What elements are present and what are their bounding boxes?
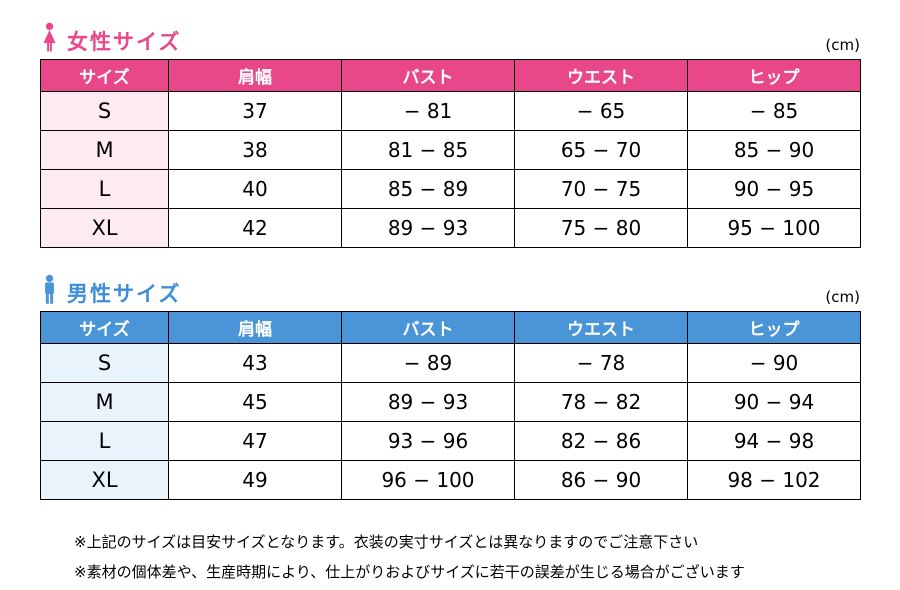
value-cell: 89 − 93	[341, 208, 515, 248]
value-cell: 93 − 96	[341, 421, 515, 461]
note-line: ※上記のサイズは目安サイズとなります。衣装の実寸サイズとは異なりますのでご注意下…	[74, 533, 699, 551]
table-row: M 45 89 − 93 78 − 82 90 − 94	[40, 382, 861, 422]
value-cell: 98 − 102	[687, 460, 861, 500]
size-cell: L	[40, 169, 169, 209]
women-section: 女性サイズ (cm) サイズ 肩幅 バスト ウエスト ヒップ S 37	[40, 22, 861, 248]
women-header-row: サイズ 肩幅 バスト ウエスト ヒップ	[40, 59, 861, 92]
unit-label: (cm)	[825, 288, 860, 306]
female-icon	[40, 22, 59, 53]
size-cell: S	[40, 343, 169, 383]
size-cell: XL	[40, 208, 169, 248]
table-row: XL 49 96 − 100 86 − 90 98 − 102	[40, 460, 861, 500]
value-cell: 70 − 75	[514, 169, 688, 209]
value-cell: 90 − 95	[687, 169, 861, 209]
male-icon	[40, 274, 59, 305]
value-cell: − 81	[341, 91, 515, 131]
size-cell: M	[40, 130, 169, 170]
women-section-header: 女性サイズ (cm)	[40, 22, 860, 53]
size-cell: M	[40, 382, 169, 422]
value-cell: 65 − 70	[514, 130, 688, 170]
column-header-shoulder: 肩幅	[168, 311, 342, 344]
column-header-size: サイズ	[40, 59, 169, 92]
value-cell: − 78	[514, 343, 688, 383]
value-cell: 95 − 100	[687, 208, 861, 248]
column-header-size: サイズ	[40, 311, 169, 344]
value-cell: 75 − 80	[514, 208, 688, 248]
value-cell: 42	[168, 208, 342, 248]
column-header-hip: ヒップ	[687, 311, 861, 344]
value-cell: − 65	[514, 91, 688, 131]
value-cell: 85 − 89	[341, 169, 515, 209]
value-cell: 49	[168, 460, 342, 500]
value-cell: 40	[168, 169, 342, 209]
men-section-header: 男性サイズ (cm)	[40, 274, 860, 305]
women-size-table: サイズ 肩幅 バスト ウエスト ヒップ S 37 − 81 − 65 − 85 …	[40, 59, 861, 248]
men-header-row: サイズ 肩幅 バスト ウエスト ヒップ	[40, 311, 861, 344]
table-row: L 40 85 − 89 70 − 75 90 − 95	[40, 169, 861, 209]
value-cell: 43	[168, 343, 342, 383]
value-cell: 86 − 90	[514, 460, 688, 500]
column-header-waist: ウエスト	[514, 59, 688, 92]
value-cell: 47	[168, 421, 342, 461]
value-cell: 37	[168, 91, 342, 131]
value-cell: 89 − 93	[341, 382, 515, 422]
men-size-table: サイズ 肩幅 バスト ウエスト ヒップ S 43 − 89 − 78 − 90 …	[40, 311, 861, 500]
value-cell: 78 − 82	[514, 382, 688, 422]
value-cell: 96 − 100	[341, 460, 515, 500]
table-row: S 37 − 81 − 65 − 85	[40, 91, 861, 131]
men-title: 男性サイズ	[67, 282, 182, 306]
note-line: ※素材の個体差や、生産時期により、仕上がりおよびサイズに若干の誤差が生じる場合が…	[74, 562, 745, 581]
women-title: 女性サイズ	[67, 30, 182, 54]
table-row: S 43 − 89 − 78 − 90	[40, 343, 861, 383]
value-cell: 82 − 86	[514, 421, 688, 461]
value-cell: 90 − 94	[687, 382, 861, 422]
size-cell: XL	[40, 460, 169, 500]
column-header-bust: バスト	[341, 59, 515, 92]
value-cell: 45	[168, 382, 342, 422]
unit-label: (cm)	[825, 36, 860, 54]
value-cell: − 89	[341, 343, 515, 383]
men-section: 男性サイズ (cm) サイズ 肩幅 バスト ウエスト ヒップ S 43	[40, 274, 861, 500]
table-row: L 47 93 − 96 82 − 86 94 − 98	[40, 421, 861, 461]
value-cell: − 85	[687, 91, 861, 131]
table-row: M 38 81 − 85 65 − 70 85 − 90	[40, 130, 861, 170]
value-cell: 85 − 90	[687, 130, 861, 170]
value-cell: 38	[168, 130, 342, 170]
column-header-hip: ヒップ	[687, 59, 861, 92]
table-row: XL 42 89 − 93 75 − 80 95 − 100	[40, 208, 861, 248]
footnotes: ※上記のサイズは目安サイズとなります。衣装の実寸サイズとは異なりますのでご注意下…	[40, 532, 860, 584]
value-cell: − 90	[687, 343, 861, 383]
size-cell: L	[40, 421, 169, 461]
value-cell: 81 − 85	[341, 130, 515, 170]
value-cell: 94 − 98	[687, 421, 861, 461]
column-header-bust: バスト	[341, 311, 515, 344]
column-header-shoulder: 肩幅	[168, 59, 342, 92]
column-header-waist: ウエスト	[514, 311, 688, 344]
size-cell: S	[40, 91, 169, 131]
